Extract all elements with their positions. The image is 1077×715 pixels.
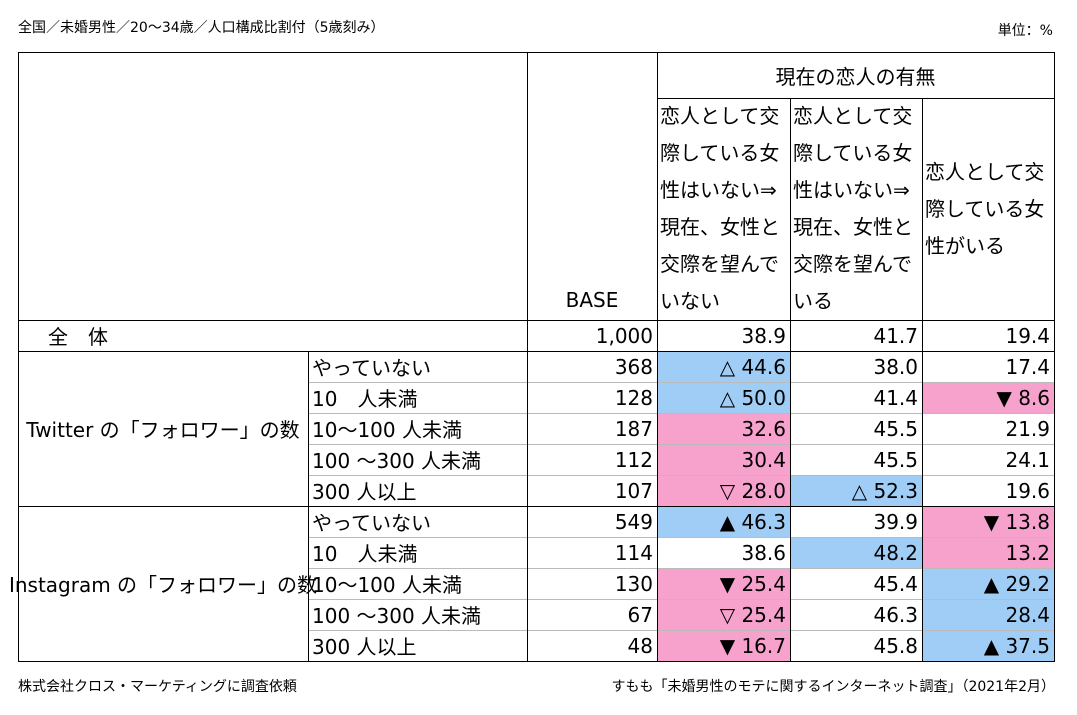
header-right: 単位：% <box>997 23 1053 39</box>
group-label: Twitter の「フォロワー」の数 <box>26 418 300 442</box>
value-cell: 41.4 <box>873 385 918 410</box>
value-cell: 24.1 <box>1005 447 1050 472</box>
value-cell: ▼ 16.7 <box>657 630 790 661</box>
value-cell: 41.7 <box>873 323 918 348</box>
row-label: 全 体 <box>48 325 108 349</box>
row-divider <box>308 630 1054 631</box>
border <box>1054 52 1055 662</box>
value-cell: 19.4 <box>1005 323 1050 348</box>
value-cell: 45.8 <box>873 633 918 658</box>
value-cell: 46.3 <box>873 602 918 627</box>
value-cell: ▼ 8.6 <box>922 382 1054 413</box>
value-cell: 38.9 <box>741 323 786 348</box>
base-value: 1,000 <box>595 323 653 348</box>
footer-left: 株式会社クロス・マーケティングに調査依頼 <box>18 679 297 695</box>
value-cell: 19.6 <box>1005 478 1050 503</box>
value-cell: △ 44.6 <box>657 351 790 382</box>
row-divider <box>308 475 1054 476</box>
row-label: 10 人未満 <box>312 387 418 411</box>
value-cell: 32.6 <box>657 413 790 444</box>
row-divider <box>308 444 1054 445</box>
column-header: BASE <box>565 288 619 312</box>
value-cell: ▼ 25.4 <box>657 568 790 599</box>
row-label: 10～100 人未満 <box>312 418 462 442</box>
border <box>657 98 1055 99</box>
value-cell: 39.9 <box>873 509 918 534</box>
value-cell: 45.5 <box>873 447 918 472</box>
row-divider <box>308 599 1054 600</box>
border <box>527 52 528 662</box>
border <box>308 351 309 662</box>
row-label: やっていない <box>312 356 431 380</box>
row-divider <box>308 568 1054 569</box>
border <box>790 98 791 662</box>
value-cell: ▼ 13.8 <box>922 506 1054 537</box>
group-label: Instagram の「フォロワー」の数 <box>8 573 318 597</box>
row-divider <box>308 382 1054 383</box>
value-cell: ▽ 25.4 <box>657 599 790 630</box>
base-value: 187 <box>614 416 653 441</box>
value-cell: 38.0 <box>873 354 918 379</box>
border <box>18 320 1055 321</box>
value-cell: △ 50.0 <box>657 382 790 413</box>
base-value: 128 <box>614 385 653 410</box>
border <box>657 52 658 662</box>
value-cell: 21.9 <box>1005 416 1050 441</box>
footer-right: すもも「未婚男性のモテに関するインターネット調査」（2021年2月） <box>611 679 1055 695</box>
column-header: 恋人として交際している女性はいない⇒現在、女性と交際を望んでいない <box>660 104 780 313</box>
base-value: 48 <box>627 633 653 658</box>
border <box>18 52 19 662</box>
row-label: 300 人以上 <box>312 480 417 504</box>
row-label: 300 人以上 <box>312 635 417 659</box>
base-value: 67 <box>627 602 653 627</box>
value-cell: 13.2 <box>922 537 1054 568</box>
value-cell: 17.4 <box>1005 354 1050 379</box>
border <box>18 661 1055 662</box>
value-cell: 30.4 <box>657 444 790 475</box>
base-value: 112 <box>614 447 653 472</box>
row-label: 100 ～300 人未満 <box>312 604 482 628</box>
border <box>18 506 1055 507</box>
base-value: 130 <box>614 571 653 596</box>
value-cell: 38.6 <box>741 540 786 565</box>
value-cell: 28.4 <box>922 599 1054 630</box>
value-cell: 45.4 <box>873 571 918 596</box>
value-cell: ▲ 29.2 <box>922 568 1054 599</box>
border <box>18 52 1055 53</box>
border <box>18 351 1055 352</box>
row-divider <box>308 537 1054 538</box>
value-cell: 48.2 <box>790 537 922 568</box>
column-header: 恋人として交際している女性はいない⇒現在、女性と交際を望んでいる <box>793 104 913 313</box>
base-value: 107 <box>614 478 653 503</box>
value-cell: ▲ 37.5 <box>922 630 1054 661</box>
row-divider <box>308 413 1054 414</box>
value-cell: ▽ 28.0 <box>657 475 790 506</box>
value-cell: ▲ 46.3 <box>657 506 790 537</box>
border <box>922 98 923 662</box>
base-value: 549 <box>614 509 653 534</box>
group-header: 現在の恋人の有無 <box>775 64 936 89</box>
header-left: 全国／未婚男性／20～34歳／人口構成比割付（5歳刻み） <box>18 20 385 36</box>
row-label: やっていない <box>312 511 431 535</box>
row-label: 10～100 人未満 <box>312 573 462 597</box>
value-cell: △ 52.3 <box>790 475 922 506</box>
row-label: 100 ～300 人未満 <box>312 449 482 473</box>
value-cell: 45.5 <box>873 416 918 441</box>
base-value: 368 <box>614 354 653 379</box>
base-value: 114 <box>614 540 653 565</box>
column-header: 恋人として交際している女性がいる <box>925 159 1045 258</box>
row-label: 10 人未満 <box>312 542 418 566</box>
